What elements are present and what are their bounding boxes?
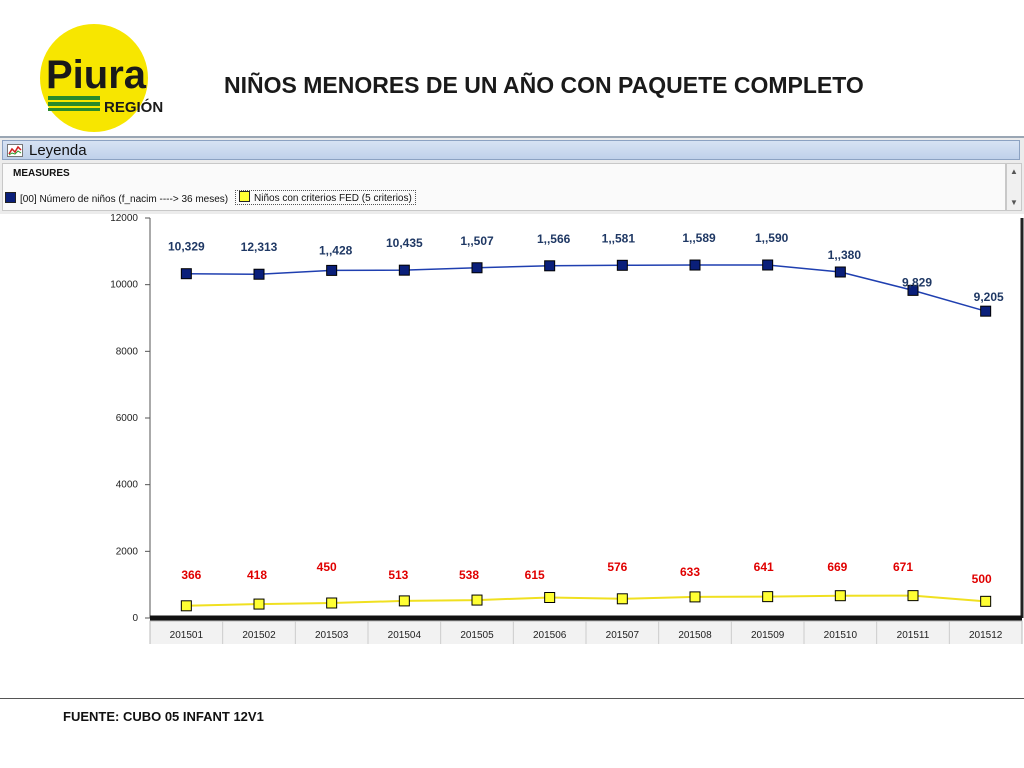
logo-sub-text: REGIÓN [104,98,163,116]
data-point-fed [980,595,992,607]
data-label-fed: 615 [525,568,545,582]
data-point-fed [326,597,338,609]
x-tick-label: 201506 [533,630,567,641]
data-point-ninos [398,264,410,276]
y-tick-label: 12000 [110,213,138,224]
data-point-fed [471,594,483,606]
data-point-fed [253,598,265,610]
data-point-fed [616,593,628,605]
data-point-ninos [762,259,774,271]
x-tick-label: 201502 [242,630,276,641]
data-point-ninos [907,284,919,296]
line-chart: 0 2000 4000 6000 8000 10000 12000 201501 201502 2… [110,213,1024,644]
piura-region-logo: Piura REGIÓN [40,24,163,132]
data-label-fed: 641 [754,560,774,574]
legend-title: Leyenda [29,142,87,159]
data-point-ninos [980,305,992,317]
legend-swatch [5,192,16,203]
data-label-fed: 538 [459,568,479,582]
data-point-fed [544,592,556,603]
data-point-ninos [834,266,846,278]
logo-main-text: Piura [46,53,147,97]
y-tick-label: 2000 [116,546,139,557]
data-label-fed: 669 [827,560,847,574]
data-label-ninos: 1,,380 [828,248,862,262]
scroll-down-icon[interactable]: ▼ [1010,198,1018,207]
legend-item-fed[interactable]: Niños con criterios FED (5 criterios) [235,190,416,205]
x-tick-label: 201508 [678,630,712,641]
data-label-ninos: 12,313 [241,240,278,254]
x-tick-label: 201507 [606,630,640,641]
data-label-fed: 500 [972,572,992,586]
data-label-fed: 671 [893,560,913,574]
data-point-ninos [544,260,556,272]
x-tick-label: 201512 [969,630,1003,641]
data-label-fed: 366 [181,568,201,582]
data-label-ninos: 10,329 [168,240,205,254]
legend-panel: Leyenda MEASURES [00] Número de niños (f… [0,136,1024,214]
measures-label: MEASURES [13,168,70,179]
legend-scrollbar[interactable]: ▲ ▼ [1006,163,1022,211]
x-tick-label: 201503 [315,630,349,641]
data-label-fed: 576 [607,560,627,574]
footer-divider [0,698,1024,699]
legend-header[interactable]: Leyenda [2,140,1020,160]
legend-item-label: Niños con criterios FED (5 criterios) [254,193,412,204]
data-point-fed [907,590,919,602]
data-point-ninos [253,268,265,280]
chart-icon [7,144,23,157]
y-tick-label: 6000 [116,413,139,424]
x-tick-label: 201509 [751,630,785,641]
series-line-ninos [186,264,986,312]
data-point-ninos [471,262,483,274]
data-label-ninos: 1,,581 [602,231,636,245]
y-tick-label: 8000 [116,346,139,357]
data-label-ninos: 9,829 [902,275,932,289]
x-tick-label: 201504 [388,630,422,641]
data-label-fed: 513 [388,568,408,582]
data-point-fed [762,591,774,603]
data-label-ninos: 1,,428 [319,243,353,257]
data-label-ninos: 10,435 [386,236,423,250]
y-tick-label: 4000 [116,480,139,491]
x-tick-label: 201501 [170,630,204,641]
legend-swatch [239,191,250,202]
legend-item-ninos[interactable]: [00] Número de niños (f_nacim ----> 36 m… [5,192,228,205]
x-tick-label: 201511 [897,630,930,641]
x-tick-label: 201505 [460,630,494,641]
legend-item-label: [00] Número de niños (f_nacim ----> 36 m… [20,194,229,205]
series-line-fed [186,594,986,607]
data-label-fed: 418 [247,568,267,582]
data-point-fed [834,590,846,602]
data-point-ninos [616,259,628,271]
data-point-ninos [180,268,192,280]
data-point-ninos [689,259,701,271]
data-label-ninos: 1,,507 [460,234,494,248]
data-point-fed [689,591,701,603]
data-label-fed: 450 [317,560,337,574]
data-point-ninos [326,264,338,276]
data-label-ninos: 1,,590 [755,231,789,245]
data-label-ninos: 1,,566 [537,232,571,246]
data-point-fed [398,595,410,607]
data-point-fed [180,600,192,612]
page-title: NIÑOS MENORES DE UN AÑO CON PAQUETE COMP… [224,72,864,98]
data-label-fed: 633 [680,565,700,579]
plot-area [150,218,1022,618]
legend-body: MEASURES [00] Número de niños (f_nacim -… [2,163,1006,211]
data-label-ninos: 9,205 [974,290,1004,304]
y-tick-label: 10000 [110,280,138,291]
data-label-ninos: 1,,589 [682,231,716,245]
scroll-up-icon[interactable]: ▲ [1010,167,1018,176]
x-tick-label: 201510 [824,630,858,641]
source-note: FUENTE: CUBO 05 INFANT 12V1 [63,709,264,724]
y-tick-label: 0 [132,613,138,624]
